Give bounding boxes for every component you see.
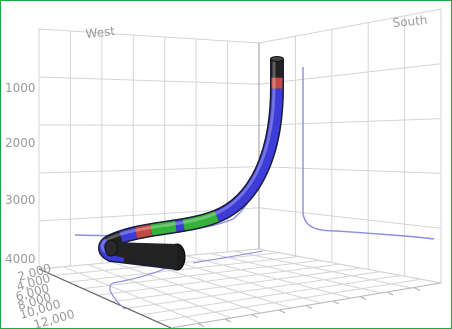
floor-gridline <box>161 257 322 304</box>
wellbore-highlight <box>100 57 276 263</box>
west-wall-horizontal-gridline <box>38 76 260 85</box>
floor-gridline <box>156 278 421 322</box>
wellbore-segment-5 <box>147 220 180 236</box>
floor-gridline <box>63 266 202 324</box>
grid-lines <box>38 8 442 328</box>
floor-projection-tail <box>192 250 264 264</box>
wellbore-segment-4 <box>172 219 188 232</box>
depth-tick-2000: 2000 <box>5 136 36 150</box>
floor-tick-mark <box>332 300 340 305</box>
floor-tick-mark <box>305 305 313 309</box>
floor-tick-mark <box>224 318 232 323</box>
floor-gridline <box>141 274 401 316</box>
floor-tick-mark <box>359 296 367 300</box>
floor-gridline <box>82 259 320 290</box>
wellbore-top-cap <box>270 56 284 62</box>
wellbore-segment-6 <box>132 224 156 239</box>
floor-gridline <box>234 250 412 289</box>
west-wall-horizontal-gridline <box>38 166 260 174</box>
wellbore-segment-7 <box>117 227 140 243</box>
floor-tick-mark <box>197 323 205 327</box>
south-wall-horizontal-gridline <box>258 166 442 174</box>
floor-gridline <box>68 256 300 283</box>
floor-tick-mark <box>278 309 286 314</box>
floor-gridline <box>126 271 381 309</box>
south-wall-projection <box>302 67 435 240</box>
south-wall-horizontal-gridline <box>258 118 442 126</box>
floor-gridline <box>112 261 262 314</box>
wellbore-tube <box>98 55 284 271</box>
floor-gridline <box>258 248 442 284</box>
axis-labels: West South 1000 2000 3000 4000 2,000 4,0… <box>5 13 428 328</box>
floor-tick-mark <box>251 314 259 318</box>
wellbore-toe-body <box>111 242 177 270</box>
floor-gridline <box>112 267 361 303</box>
depth-tick-4000: 4000 <box>5 252 36 266</box>
south-axis-label: South <box>392 13 428 30</box>
front-axis-line <box>38 268 172 328</box>
south-wall-horizontal-gridline <box>258 207 442 229</box>
floor-gridline <box>185 255 352 299</box>
south-wall-horizontal-gridline <box>258 63 442 85</box>
floor-gridline <box>209 252 382 294</box>
floor-gridline <box>97 263 340 296</box>
floor-gridline <box>87 264 232 319</box>
depth-tick-3000: 3000 <box>5 193 36 207</box>
floor-tick-mark <box>413 287 421 291</box>
wellbore-heel-cap <box>104 239 118 257</box>
south-wall-outline <box>258 8 442 284</box>
wellbore-segment-3 <box>179 211 221 231</box>
floor-tick-mark <box>386 291 394 296</box>
wellbore-segment-2 <box>212 84 283 222</box>
west-axis-label: West <box>85 24 116 41</box>
depth-tick-1000: 1000 <box>5 81 36 95</box>
